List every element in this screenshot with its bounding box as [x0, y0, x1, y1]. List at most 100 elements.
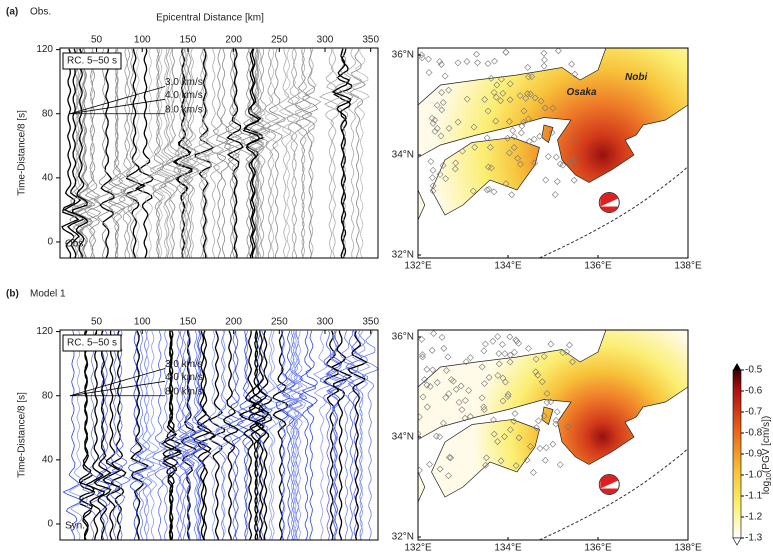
waveform	[177, 48, 197, 259]
station	[486, 143, 494, 151]
waveform	[326, 330, 347, 541]
station	[484, 60, 492, 68]
station	[480, 406, 488, 413]
lat-tick-label: 34°N	[392, 150, 414, 161]
station	[497, 457, 505, 465]
station	[487, 74, 495, 82]
y-tick-label: 80	[42, 108, 54, 119]
station	[483, 134, 491, 142]
station	[540, 62, 548, 70]
lon-tick-label: 138°E	[674, 261, 702, 272]
station	[563, 348, 571, 356]
waveform	[334, 48, 354, 259]
station	[570, 156, 578, 164]
colorbar-tick-label: -0.5	[745, 365, 763, 376]
station	[570, 176, 578, 184]
waveform	[173, 330, 189, 541]
station	[483, 186, 491, 194]
station	[426, 460, 434, 468]
station	[497, 75, 505, 83]
station	[452, 385, 460, 393]
waveform	[253, 330, 273, 541]
station	[436, 171, 444, 178]
waveform	[284, 330, 304, 541]
station	[428, 346, 436, 354]
station	[505, 149, 513, 157]
station	[484, 107, 492, 115]
x-tick-label: 50	[91, 35, 103, 46]
waveform	[286, 48, 303, 259]
station	[436, 433, 444, 441]
station	[510, 417, 518, 425]
station	[467, 354, 474, 362]
velocity-line	[69, 86, 166, 115]
station	[508, 191, 516, 199]
station	[515, 434, 523, 442]
station	[497, 97, 504, 105]
station	[532, 368, 540, 376]
station	[430, 330, 438, 337]
waveform	[210, 48, 229, 259]
waveform	[71, 48, 87, 259]
waveform	[359, 330, 380, 541]
station	[527, 443, 534, 450]
waveform	[226, 48, 244, 259]
x-tick-label: 350	[362, 35, 379, 46]
waveform	[347, 330, 368, 541]
station	[437, 60, 445, 68]
station	[523, 456, 531, 464]
land	[418, 48, 688, 183]
station	[459, 147, 466, 155]
station	[514, 154, 522, 162]
plot-frame	[59, 47, 379, 259]
waveform	[298, 330, 316, 541]
velocity-label: 8.0 km/s	[165, 104, 203, 115]
map	[418, 48, 688, 258]
waveform	[160, 330, 183, 541]
station	[552, 417, 560, 424]
station	[499, 341, 506, 348]
waveform	[345, 48, 363, 259]
station	[540, 49, 548, 57]
station	[463, 95, 471, 103]
station	[499, 89, 507, 97]
waveform	[156, 48, 175, 259]
waveform	[128, 330, 144, 541]
station	[492, 93, 500, 101]
station	[461, 397, 469, 404]
waveform	[61, 48, 80, 259]
focal-mechanism-quadrant	[600, 192, 619, 207]
waveforms	[61, 48, 370, 259]
station	[549, 440, 557, 448]
label-box	[62, 334, 122, 352]
station	[506, 358, 514, 366]
station	[534, 417, 542, 425]
waveform	[251, 330, 270, 541]
waveform	[258, 330, 273, 541]
station	[429, 182, 437, 190]
map-frame	[417, 329, 689, 541]
velocity-line	[69, 368, 166, 397]
station	[440, 344, 448, 352]
station	[494, 333, 502, 341]
station	[492, 117, 500, 125]
lat-tick-label: 34°N	[392, 432, 414, 443]
station	[431, 127, 439, 135]
station	[556, 160, 564, 168]
waveform	[203, 330, 221, 541]
station	[433, 379, 441, 387]
station	[423, 403, 431, 411]
velocity-label: 4.0 km/s	[165, 90, 203, 101]
station	[447, 454, 455, 462]
waveform	[178, 330, 198, 541]
lon-tick-label: 132°E	[404, 543, 432, 553]
waveform	[319, 48, 338, 259]
x-tick-label: 300	[317, 35, 334, 46]
station	[559, 349, 567, 356]
station	[442, 394, 450, 402]
land	[541, 124, 554, 144]
station	[530, 135, 538, 143]
colorbar-tick-label: -1.2	[745, 512, 763, 523]
waveform	[193, 48, 210, 259]
station	[525, 137, 533, 145]
